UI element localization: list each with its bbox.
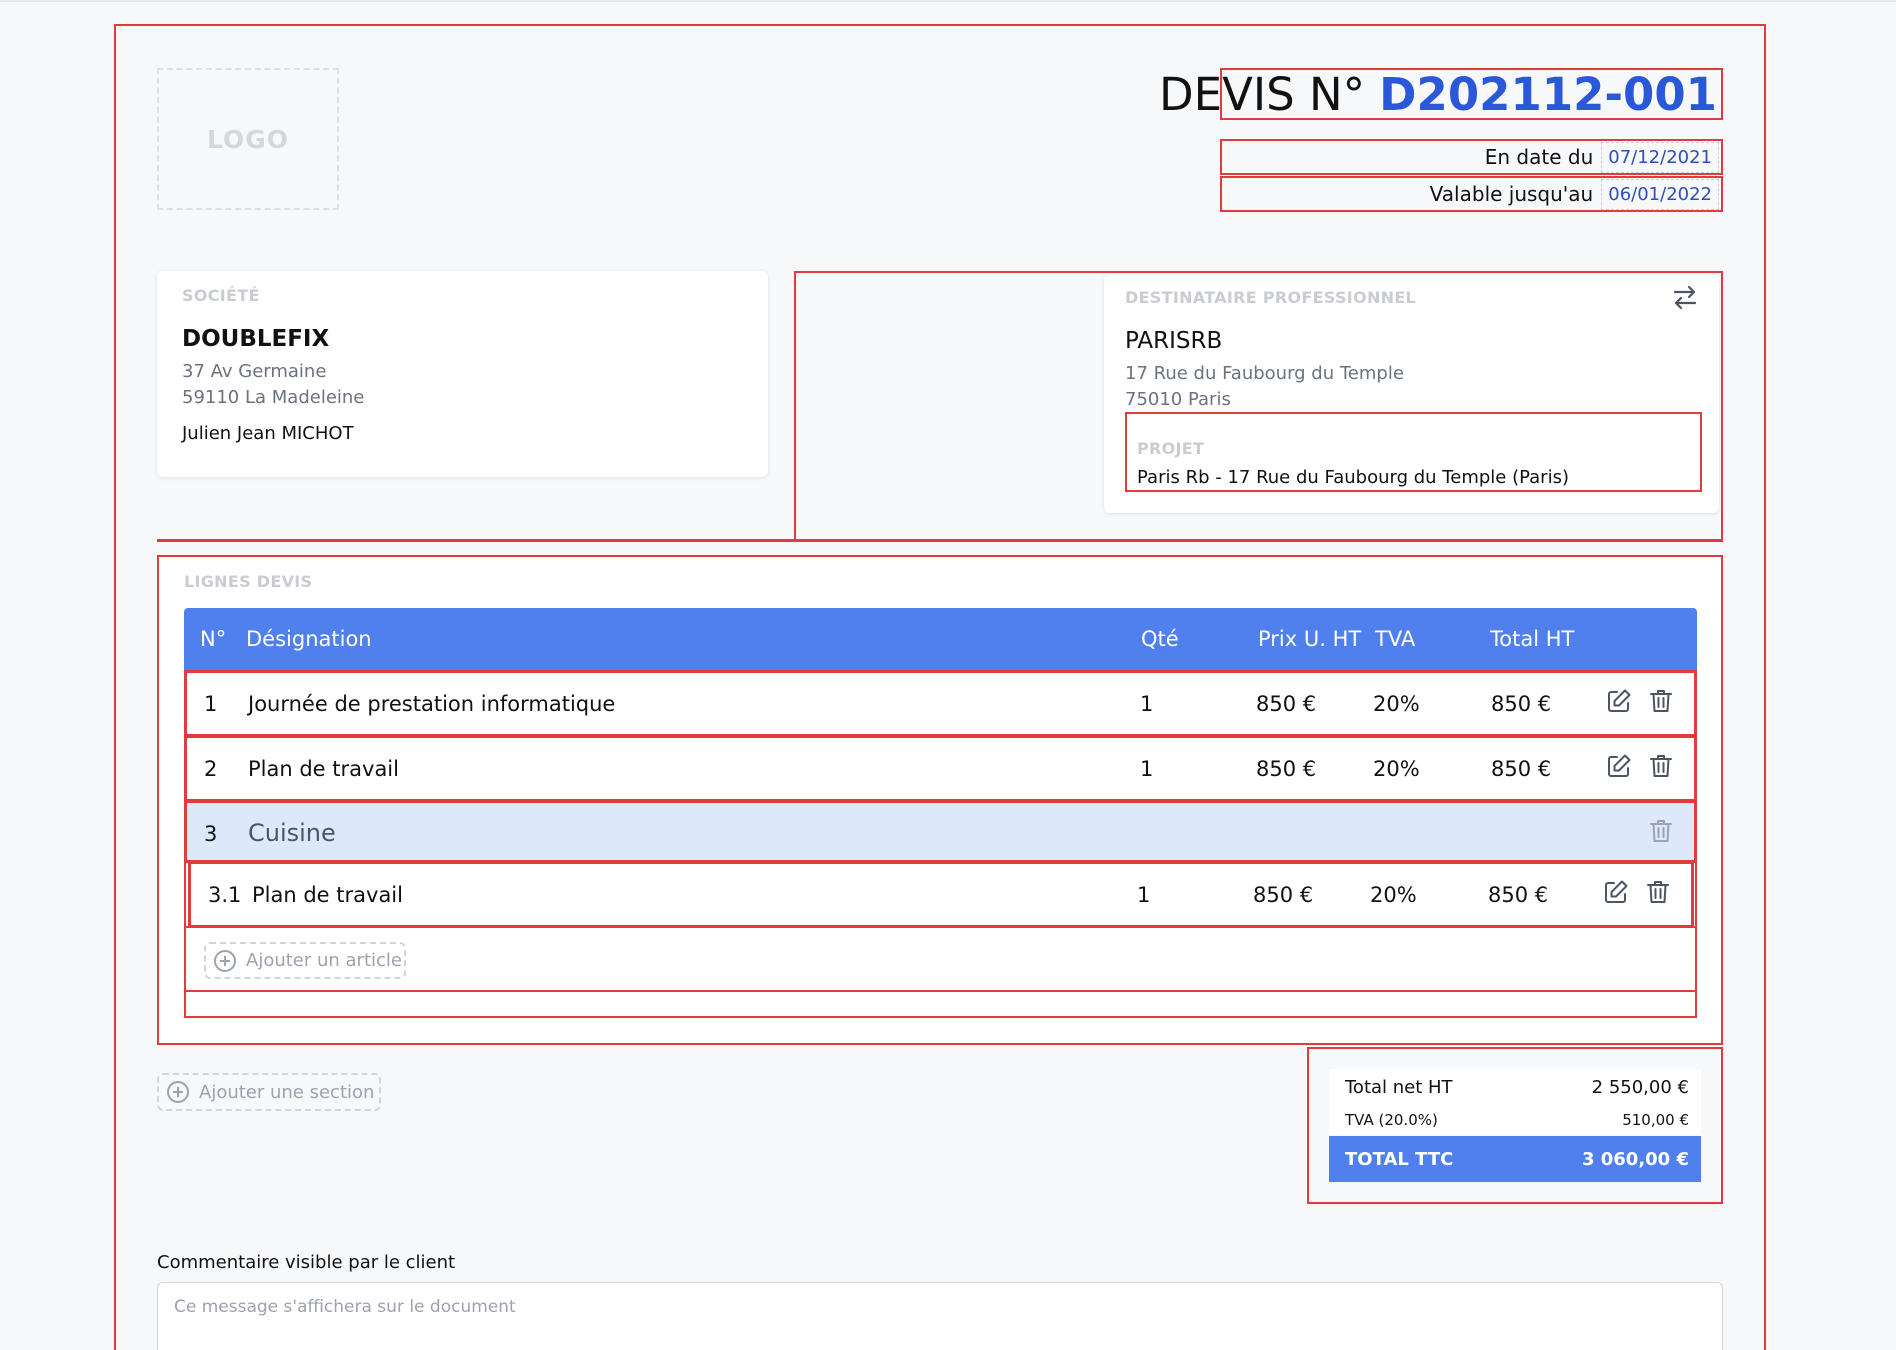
project-value: Paris Rb - 17 Rue du Faubourg du Temple … <box>1137 467 1569 488</box>
quote-date-row: En date du 07/12/2021 <box>1220 139 1723 175</box>
add-article-area <box>184 926 1697 992</box>
plus-circle-icon <box>214 949 236 972</box>
company-name: DOUBLEFIX <box>182 326 330 352</box>
total-ttc-row: TOTAL TTC 3 060,00 € <box>1329 1136 1701 1182</box>
total-net-label: Total net HT <box>1345 1076 1453 1098</box>
row-qty: 1 <box>1140 757 1154 781</box>
comment-placeholder: Ce message s'affichera sur le document <box>174 1297 516 1317</box>
header-divider <box>157 539 1723 542</box>
total-net-value: 2 550,00 € <box>1591 1076 1689 1098</box>
total-ttc-value: 3 060,00 € <box>1581 1148 1689 1170</box>
top-divider <box>0 0 1896 2</box>
vat-row: TVA (20.0%) 510,00 € <box>1329 1105 1701 1135</box>
row-num: 3.1 <box>208 883 242 907</box>
quote-title-label: DEVIS N° <box>1158 67 1366 121</box>
add-article-label: Ajouter un article <box>246 950 402 971</box>
edit-icon[interactable] <box>1602 878 1630 906</box>
recipient-address-line2: 75010 Paris <box>1125 389 1231 410</box>
edit-icon[interactable] <box>1605 752 1633 780</box>
quote-date-field[interactable]: 07/12/2021 <box>1601 141 1719 173</box>
header-total: Total HT <box>1490 627 1575 651</box>
add-section-button[interactable]: Ajouter une section <box>157 1073 381 1111</box>
section-title[interactable]: Cuisine <box>248 819 336 847</box>
total-ttc-label: TOTAL TTC <box>1345 1148 1454 1170</box>
row-qty: 1 <box>1140 692 1154 716</box>
company-address-line1: 37 Av Germaine <box>182 361 327 382</box>
quote-validity-label: Valable jusqu'au <box>1429 182 1594 206</box>
section-num: 3 <box>204 822 218 846</box>
quote-validity-field[interactable]: 06/01/2022 <box>1601 178 1719 210</box>
recipient-address-line1: 17 Rue du Faubourg du Temple <box>1125 363 1404 384</box>
project-box[interactable] <box>1125 412 1702 492</box>
trash-icon[interactable] <box>1647 752 1675 780</box>
row-vat: 20% <box>1373 692 1420 716</box>
company-address-line2: 59110 La Madeleine <box>182 387 365 408</box>
vat-value: 510,00 € <box>1622 1111 1689 1129</box>
trash-icon[interactable] <box>1647 817 1675 845</box>
total-net-row: Total net HT 2 550,00 € <box>1329 1069 1701 1105</box>
plus-circle-icon <box>167 1081 189 1103</box>
swap-arrows-icon[interactable] <box>1670 282 1700 312</box>
row-designation: Plan de travail <box>252 883 403 907</box>
header-vat: TVA <box>1375 627 1416 651</box>
row-designation: Journée de prestation informatique <box>248 692 616 716</box>
trash-icon[interactable] <box>1647 687 1675 715</box>
company-section-label: SOCIÉTÉ <box>182 286 260 305</box>
row-total: 850 € <box>1491 757 1552 781</box>
quote-title: DEVIS N° D202112-001 <box>1159 67 1723 121</box>
company-contact: Julien Jean MICHOT <box>182 423 354 444</box>
document-frame <box>114 24 1766 1350</box>
project-label: PROJET <box>1137 439 1205 458</box>
table-row[interactable]: 2 Plan de travail 1 850 € 20% 850 € <box>184 735 1697 802</box>
row-qty: 1 <box>1137 883 1151 907</box>
quote-number[interactable]: D202112-001 <box>1379 67 1717 121</box>
header-num: N° <box>200 627 227 651</box>
row-num: 1 <box>204 692 218 716</box>
table-row[interactable]: 3.1 Plan de travail 1 850 € 20% 850 € <box>188 861 1694 928</box>
row-num: 2 <box>204 757 218 781</box>
logo-label: LOGO <box>206 124 290 154</box>
recipient-name: PARISRB <box>1125 328 1223 354</box>
row-total: 850 € <box>1488 883 1549 907</box>
header-unit-price: Prix U. HT <box>1258 627 1362 651</box>
row-unit-price: 850 € <box>1256 692 1317 716</box>
quote-lines-label: LIGNES DEVIS <box>184 572 313 591</box>
table-row[interactable]: 1 Journée de prestation informatique 1 8… <box>184 670 1697 737</box>
row-designation: Plan de travail <box>248 757 399 781</box>
logo-placeholder[interactable]: LOGO <box>157 68 339 210</box>
row-vat: 20% <box>1373 757 1420 781</box>
comment-textarea[interactable]: Ce message s'affichera sur le document <box>157 1282 1723 1350</box>
quote-date-label: En date du <box>1484 145 1594 169</box>
totals-panel <box>1307 1047 1723 1204</box>
section-row[interactable]: 3 Cuisine <box>184 800 1697 863</box>
row-vat: 20% <box>1370 883 1417 907</box>
quote-validity-row: Valable jusqu'au 06/01/2022 <box>1220 176 1723 212</box>
table-header: N° Désignation Qté Prix U. HT TVA Total … <box>184 608 1697 672</box>
header-designation: Désignation <box>246 627 372 651</box>
header-qty: Qté <box>1141 627 1179 651</box>
recipient-card[interactable] <box>1104 275 1719 513</box>
add-section-label: Ajouter une section <box>199 1081 375 1103</box>
recipient-section-label: DESTINATAIRE PROFESSIONNEL <box>1125 288 1417 307</box>
add-article-button[interactable]: Ajouter un article <box>204 942 406 979</box>
row-total: 850 € <box>1491 692 1552 716</box>
company-card[interactable] <box>157 271 768 477</box>
row-unit-price: 850 € <box>1256 757 1317 781</box>
comment-label: Commentaire visible par le client <box>157 1252 456 1273</box>
row-unit-price: 850 € <box>1253 883 1314 907</box>
edit-icon[interactable] <box>1605 687 1633 715</box>
trash-icon[interactable] <box>1644 878 1672 906</box>
vat-label: TVA (20.0%) <box>1345 1111 1438 1129</box>
